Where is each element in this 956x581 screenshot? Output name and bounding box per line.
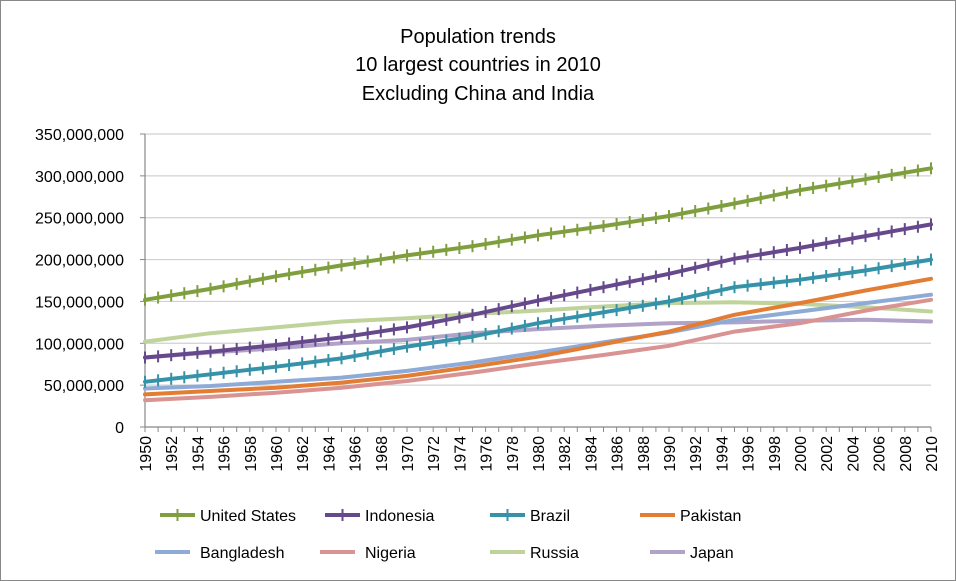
y-tick-label: 100,000,000 xyxy=(35,336,124,353)
x-tick-label: 1998 xyxy=(767,436,784,472)
x-tick-label: 1986 xyxy=(610,436,627,472)
x-tick-label: 1952 xyxy=(164,436,181,472)
y-tick-label: 50,000,000 xyxy=(44,378,124,395)
y-tick-label: 250,000,000 xyxy=(35,211,124,228)
y-tick-label: 150,000,000 xyxy=(35,294,124,311)
x-tick-label: 1956 xyxy=(217,436,234,472)
x-tick-label: 1968 xyxy=(374,436,391,472)
legend-label: Brazil xyxy=(530,508,570,525)
chart-title-line-1: Population trends xyxy=(400,26,556,48)
chart-title-line-3: Excluding China and India xyxy=(362,83,595,105)
x-tick-label: 1992 xyxy=(688,436,705,472)
x-tick-label: 2010 xyxy=(924,436,941,472)
x-tick-label: 2006 xyxy=(872,436,889,472)
legend-label: Pakistan xyxy=(680,508,741,525)
series-line-nigeria xyxy=(143,297,933,403)
x-tick-label: 2000 xyxy=(793,436,810,472)
x-tick-label: 1962 xyxy=(295,436,312,472)
x-tick-label: 2002 xyxy=(819,436,836,472)
x-tick-label: 1978 xyxy=(505,436,522,472)
series-line-pakistan xyxy=(143,276,933,397)
x-tick-label: 1988 xyxy=(636,436,653,472)
x-tick-label: 1990 xyxy=(662,436,679,472)
legend-label: Nigeria xyxy=(365,545,416,562)
x-tick-label: 1950 xyxy=(138,436,155,472)
x-tick-label: 2004 xyxy=(845,436,862,472)
x-tick-label: 1976 xyxy=(479,436,496,472)
series-line-bangladesh xyxy=(143,292,933,391)
x-tick-label: 1974 xyxy=(452,436,469,472)
x-tick-label: 2008 xyxy=(898,436,915,472)
x-tick-label: 1996 xyxy=(741,436,758,472)
x-tick-label: 1994 xyxy=(714,436,731,472)
x-tick-label: 1966 xyxy=(348,436,365,472)
y-tick-label: 300,000,000 xyxy=(35,169,124,186)
x-tick-label: 1954 xyxy=(190,436,207,472)
legend-label: Japan xyxy=(690,545,734,562)
y-tick-label: 0 xyxy=(115,420,124,437)
y-tick-label: 200,000,000 xyxy=(35,253,124,270)
x-tick-label: 1958 xyxy=(243,436,260,472)
x-tick-label: 1980 xyxy=(531,436,548,472)
x-tick-label: 1982 xyxy=(557,436,574,472)
legend-label: Indonesia xyxy=(365,508,434,525)
x-tick-label: 1972 xyxy=(426,436,443,472)
x-tick-label: 1960 xyxy=(269,436,286,472)
legend-label: United States xyxy=(200,508,296,525)
x-tick-label: 1970 xyxy=(400,436,417,472)
legend-label: Bangladesh xyxy=(200,545,285,562)
x-tick-label: 1964 xyxy=(321,436,338,472)
y-tick-label: 350,000,000 xyxy=(35,127,124,144)
legend-label: Russia xyxy=(530,545,579,562)
x-tick-label: 1984 xyxy=(583,436,600,472)
chart-title-line-2: 10 largest countries in 2010 xyxy=(355,54,601,76)
